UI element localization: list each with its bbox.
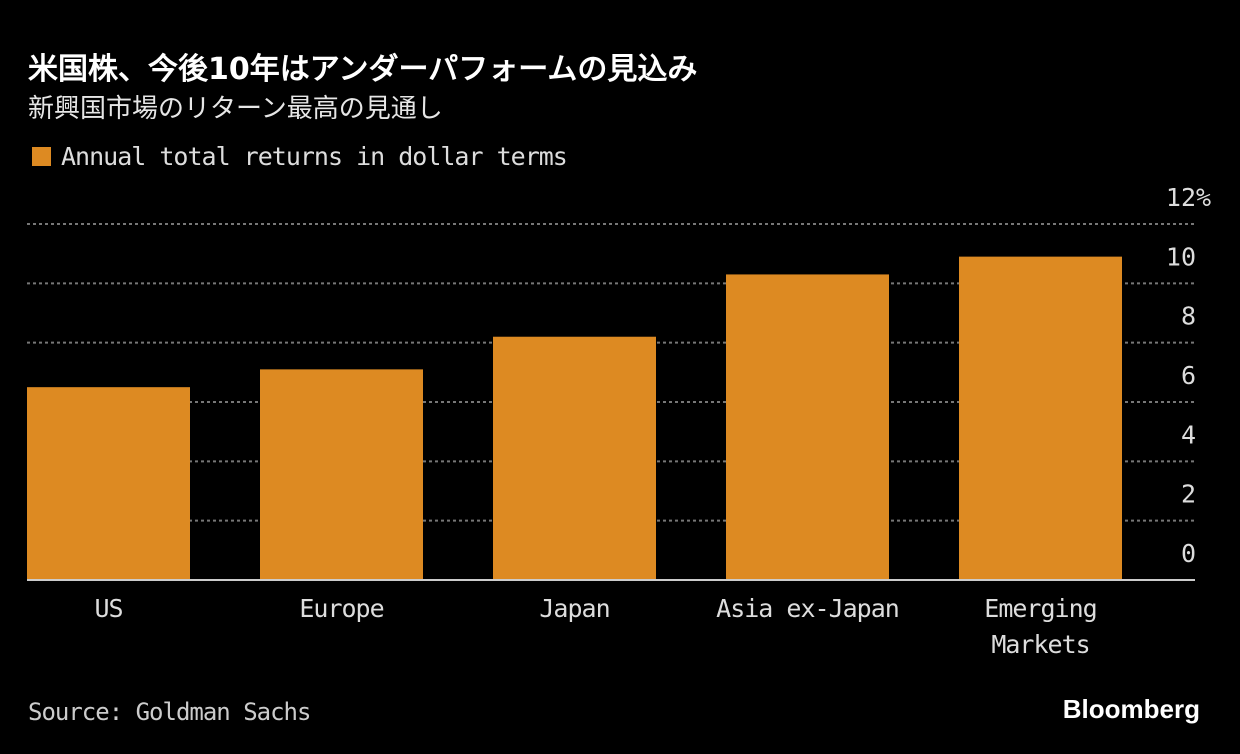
x-tick-label: Europe xyxy=(299,594,383,623)
legend: Annual total returns in dollar terms xyxy=(32,142,568,171)
bar xyxy=(260,369,423,580)
x-tick-label: US xyxy=(94,594,122,623)
y-tick-label: 2 xyxy=(1181,480,1196,509)
bar xyxy=(27,387,190,580)
chart-title: 米国株、今後10年はアンダーパフォームの見込み xyxy=(28,52,698,87)
y-tick-label: 0 xyxy=(1181,539,1196,568)
x-tick-label: Asia ex-Japan xyxy=(716,594,899,623)
bar xyxy=(959,256,1122,580)
y-tick-label: 10 xyxy=(1166,242,1196,271)
y-tick-label: 4 xyxy=(1181,420,1196,449)
bar xyxy=(726,274,889,580)
bar xyxy=(493,336,656,580)
source-note: Source: Goldman Sachs xyxy=(28,698,311,726)
legend-label: Annual total returns in dollar terms xyxy=(61,142,568,171)
y-tick-unit: % xyxy=(1196,183,1211,212)
legend-swatch xyxy=(32,147,51,166)
chart-subtitle: 新興国市場のリターン最高の見通し xyxy=(28,94,443,124)
y-tick-label: 8 xyxy=(1181,302,1196,331)
y-tick-label: 6 xyxy=(1181,361,1196,390)
y-tick-label: 12 xyxy=(1166,183,1196,212)
x-tick-label: Markets xyxy=(991,630,1089,659)
bloomberg-logo: Bloomberg xyxy=(1062,694,1200,724)
x-tick-label: Japan xyxy=(539,594,609,623)
x-tick-label: Emerging xyxy=(984,594,1096,623)
